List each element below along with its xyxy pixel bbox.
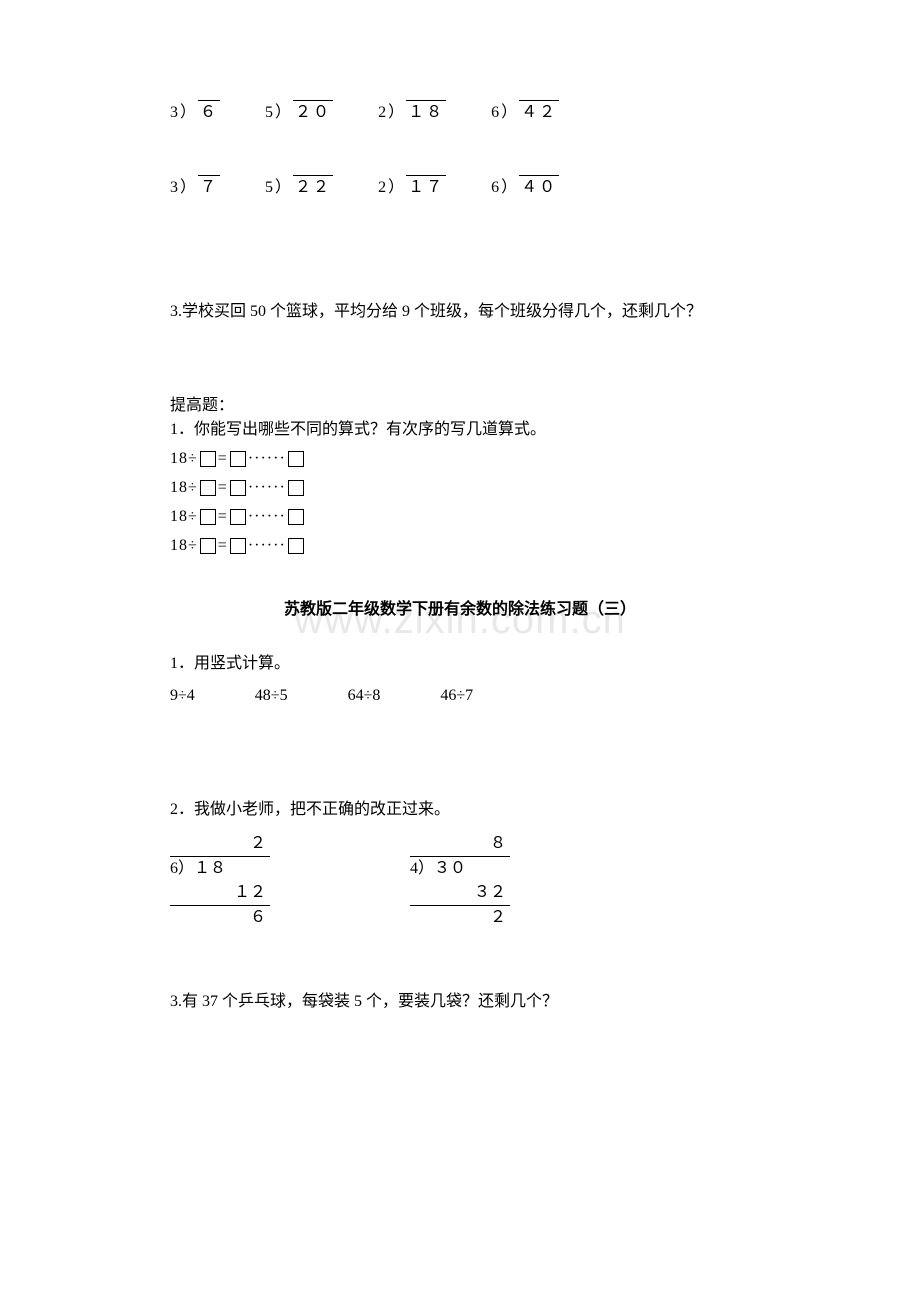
blank-box: [288, 538, 304, 554]
division-row-1: 3）６ 5）２０ 2）１８ 6）４２: [170, 100, 750, 125]
watermark-text: www.zixin.com.cn: [294, 590, 626, 650]
equation-line: 18÷ = ······: [170, 534, 750, 558]
blank-box: [230, 538, 246, 554]
problem-1-a: 9÷4: [170, 684, 195, 708]
blank-box: [200, 509, 216, 525]
divisor: 3: [170, 176, 180, 200]
divisor: 2: [378, 101, 388, 125]
eq-equals: =: [218, 508, 228, 525]
section-title: www.zixin.com.cn 苏教版二年级数学下册有余数的除法练习题（三）: [170, 598, 750, 622]
division-row-2: 3）７ 5）２２ 2）１７ 6）４０: [170, 175, 750, 200]
divisor: 2: [378, 176, 388, 200]
division-problem: 6）４０: [491, 175, 559, 200]
blank-box: [288, 451, 304, 467]
divisor: 6: [491, 101, 501, 125]
ld-divisor-dividend: 4）３０: [410, 857, 510, 881]
blank-box: [200, 538, 216, 554]
blank-box: [200, 451, 216, 467]
blank-box: [230, 451, 246, 467]
problem-1-title: 1．用竖式计算。: [170, 652, 750, 676]
eq-equals: =: [218, 450, 228, 467]
division-problem: 5）２２: [265, 175, 333, 200]
eq-prefix: 18÷: [170, 508, 198, 525]
spacer: [270, 832, 410, 930]
problem-1-b: 48÷5: [255, 684, 288, 708]
advanced-prompt: 1．你能写出哪些不同的算式？有次序的写几道算式。: [170, 418, 750, 442]
section-title-text: 苏教版二年级数学下册有余数的除法练习题（三）: [284, 601, 636, 618]
divisor: 3: [170, 101, 180, 125]
blank-box: [230, 509, 246, 525]
long-division-wrapper: ２ 6）１８ １２ ６ ８ 4）３０ ３２ ２: [170, 832, 750, 930]
division-problem: 3）６: [170, 100, 220, 125]
dividend: ７: [198, 175, 220, 200]
dividend: ２０: [293, 100, 333, 125]
eq-equals: =: [218, 537, 228, 554]
division-problem: 2）１７: [378, 175, 446, 200]
dividend: １７: [406, 175, 446, 200]
eq-equals: =: [218, 479, 228, 496]
word-problem-3: 3.学校买回 50 个篮球，平均分给 9 个班级，每个班级分得几个，还剩几个？: [170, 300, 750, 324]
divisor: 5: [265, 101, 275, 125]
long-division-2: ８ 4）３０ ３２ ２: [410, 832, 510, 930]
ld-dividend: ３０: [434, 860, 466, 877]
ld-divisor: 4）: [410, 860, 434, 877]
ld-quotient: ８: [410, 832, 510, 857]
ld-divisor: 6）: [170, 860, 194, 877]
equation-line: 18÷ = ······: [170, 447, 750, 471]
eq-dots: ······: [248, 479, 286, 496]
problem-3-text: 3.有 37 个乒乓球，每袋装 5 个，要装几袋？还剩几个？: [170, 990, 750, 1014]
divisor: 6: [491, 176, 501, 200]
dividend: ４２: [519, 100, 559, 125]
problem-1-c: 64÷8: [348, 684, 381, 708]
long-division-1: ２ 6）１８ １２ ６: [170, 832, 270, 930]
eq-dots: ······: [248, 450, 286, 467]
division-problem: 3）７: [170, 175, 220, 200]
problem-2-title: 2．我做小老师，把不正确的改正过来。: [170, 798, 750, 822]
equation-line: 18÷ = ······: [170, 505, 750, 529]
page-content: 3）６ 5）２０ 2）１８ 6）４２ 3）７ 5）２２ 2）１７ 6）４０ 3.…: [0, 0, 920, 1214]
equation-line: 18÷ = ······: [170, 476, 750, 500]
problem-1-items: 9÷4 48÷5 64÷8 46÷7: [170, 684, 750, 708]
ld-quotient: ２: [170, 832, 270, 857]
advanced-section-title: 提高题：: [170, 394, 750, 418]
division-problem: 6）４２: [491, 100, 559, 125]
blank-box: [288, 509, 304, 525]
eq-dots: ······: [248, 537, 286, 554]
division-problem: 5）２０: [265, 100, 333, 125]
eq-prefix: 18÷: [170, 450, 198, 467]
ld-subtrahend: １２: [170, 881, 270, 906]
ld-dividend: １８: [194, 860, 226, 877]
blank-box: [288, 480, 304, 496]
eq-dots: ······: [248, 508, 286, 525]
problem-1-d: 46÷7: [440, 684, 473, 708]
divisor: 5: [265, 176, 275, 200]
dividend: ６: [198, 100, 220, 125]
dividend: １８: [406, 100, 446, 125]
eq-prefix: 18÷: [170, 479, 198, 496]
division-problem: 2）１８: [378, 100, 446, 125]
ld-subtrahend: ３２: [410, 881, 510, 906]
ld-remainder: ６: [170, 906, 270, 930]
blank-box: [200, 480, 216, 496]
eq-prefix: 18÷: [170, 537, 198, 554]
blank-box: [230, 480, 246, 496]
ld-remainder: ２: [410, 906, 510, 930]
dividend: ４０: [519, 175, 559, 200]
dividend: ２２: [293, 175, 333, 200]
ld-divisor-dividend: 6）１８: [170, 857, 270, 881]
